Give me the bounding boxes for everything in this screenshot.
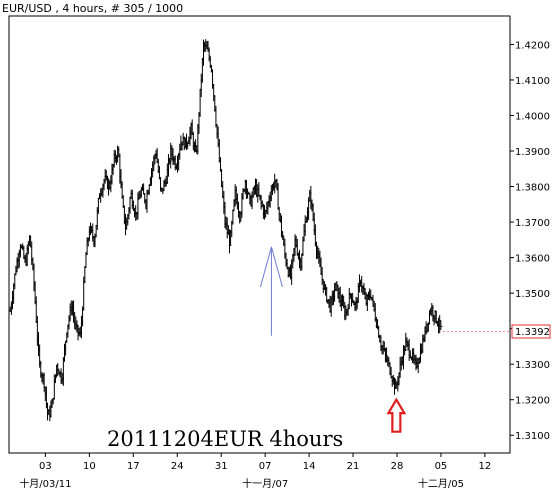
- y-tick-label: 1.3800: [515, 183, 550, 194]
- y-tick-label: 1.4100: [515, 76, 550, 87]
- x-tick-label: 05: [435, 461, 448, 472]
- y-tick-label: 1.4200: [515, 40, 550, 51]
- price-axis: 1.4200 1.4100 1.4000 1.3900 1.3800 1.3700 1.36…: [510, 40, 550, 442]
- last-price-marker: 1.3392: [511, 324, 551, 339]
- price-bars: [8, 39, 510, 422]
- x-tick-label: 14: [303, 461, 316, 472]
- month-label: 十二月/05: [418, 477, 464, 490]
- last-price-label: 1.3392: [515, 327, 550, 338]
- x-tick-label: 24: [171, 461, 184, 472]
- y-tick-label: 1.3700: [515, 218, 550, 229]
- blue-arrow-head-left: [259, 246, 272, 288]
- y-tick-label: 1.3100: [515, 431, 550, 442]
- x-tick-label: 28: [391, 461, 404, 472]
- last-price-box: [511, 324, 551, 339]
- y-tick-label: 1.4000: [515, 111, 550, 122]
- chart-header: EUR/USD , 4 hours, # 305 / 1000: [2, 2, 183, 15]
- chart-annotation: 20111204EUR 4hours: [107, 427, 343, 451]
- x-tick-label: 03: [39, 461, 52, 472]
- time-axis: 03 10 17 24 31 07 14 21 28 05 12 十月/03/11 十一月/07 十二月/…: [19, 453, 491, 490]
- y-tick-label: 1.3900: [515, 147, 550, 158]
- month-label: 十一月/07: [242, 477, 288, 490]
- month-label: 十月/03/11: [19, 477, 71, 490]
- x-tick-label: 12: [479, 461, 492, 472]
- plot-area: [8, 15, 511, 454]
- x-tick-label: 21: [347, 461, 360, 472]
- y-tick-label: 1.3500: [515, 289, 550, 300]
- x-tick-label: 31: [215, 461, 228, 472]
- annotation-arrows: [259, 246, 407, 433]
- x-tick-label: 17: [127, 461, 140, 472]
- x-tick-label: 10: [83, 461, 96, 472]
- y-tick-label: 1.3300: [515, 360, 550, 371]
- y-tick-label: 1.3600: [515, 254, 550, 265]
- red-block-arrow: [386, 397, 407, 433]
- blue-arrow-head-right: [270, 246, 283, 288]
- ohlc-bar: [439, 320, 443, 331]
- x-tick-label: 07: [259, 461, 272, 472]
- y-tick-label: 1.3200: [515, 396, 550, 407]
